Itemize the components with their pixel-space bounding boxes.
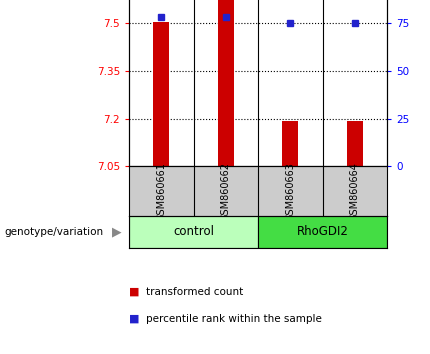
Text: genotype/variation: genotype/variation xyxy=(4,227,104,237)
Bar xyxy=(153,22,169,166)
Text: GSM860663: GSM860663 xyxy=(285,162,295,221)
Text: GSM860662: GSM860662 xyxy=(221,162,231,221)
Text: GSM860661: GSM860661 xyxy=(156,162,166,221)
Bar xyxy=(129,216,258,248)
Text: RhoGDI2: RhoGDI2 xyxy=(297,225,348,238)
Bar xyxy=(218,0,234,166)
Text: ■: ■ xyxy=(129,287,139,297)
Text: ▶: ▶ xyxy=(112,225,121,238)
Bar xyxy=(282,121,298,166)
Text: transformed count: transformed count xyxy=(146,287,243,297)
Text: control: control xyxy=(173,225,214,238)
Text: ■: ■ xyxy=(129,314,139,324)
Text: GSM860664: GSM860664 xyxy=(350,162,360,221)
Bar xyxy=(258,216,387,248)
Bar xyxy=(347,121,363,166)
Text: percentile rank within the sample: percentile rank within the sample xyxy=(146,314,322,324)
